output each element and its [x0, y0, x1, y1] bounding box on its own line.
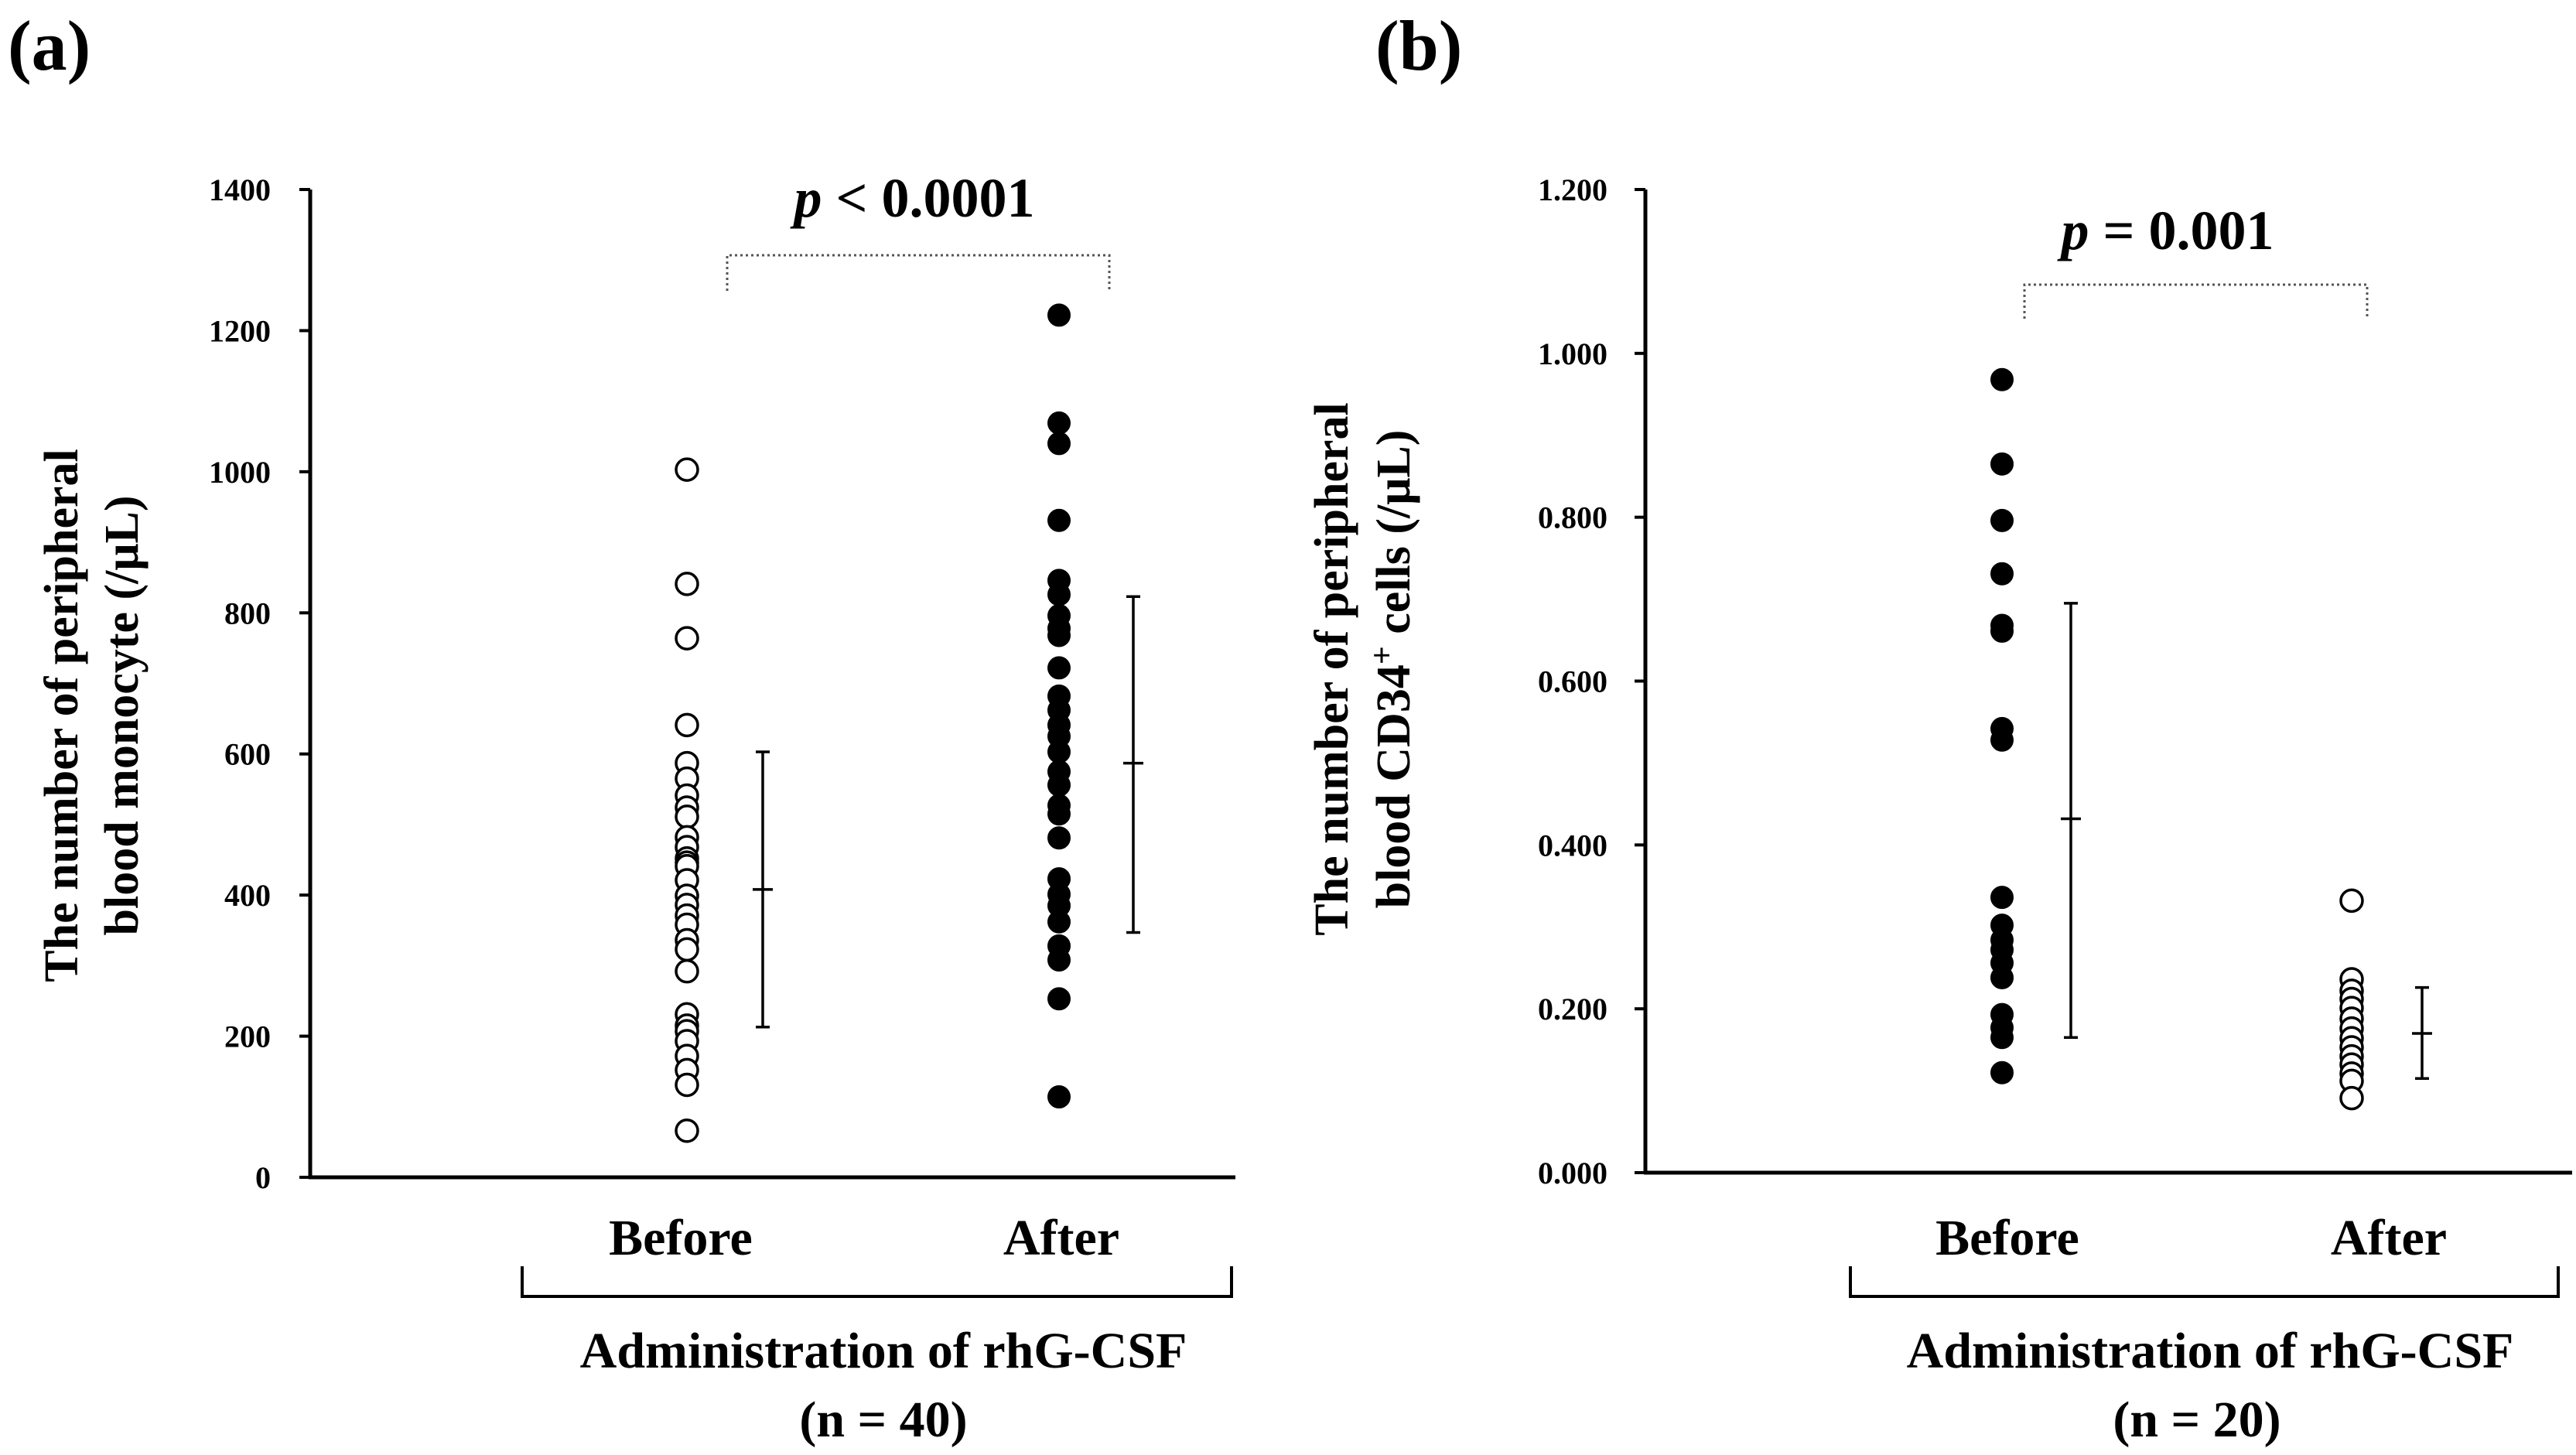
panel-a-n-label: (n = 40): [799, 1392, 967, 1448]
panel-a-y-tick-label: 1200: [209, 313, 271, 348]
panel-a-point-after: [1047, 948, 1071, 972]
panel-a-point-after: [1047, 508, 1071, 532]
panel-a-point-after: [1047, 773, 1071, 797]
panel-a-point-before: [675, 1072, 699, 1098]
panel-a-point-after: [1047, 739, 1071, 763]
panel-a-p-text: < 0.0001: [822, 167, 1034, 229]
panel-a-y-tick-label: 0: [255, 1160, 271, 1195]
panel-b-point-before: [1990, 728, 2014, 752]
panel-b-p-value: p = 0.001: [2056, 200, 2274, 261]
panel-b-point-after: [2339, 888, 2364, 914]
panel-a-point-before: [675, 804, 699, 829]
panel-a-point-after: [1047, 656, 1071, 680]
panel-a-points: [675, 303, 1071, 1143]
panel-b-point-before: [1990, 562, 2014, 586]
panel-a-point-after: [1047, 411, 1071, 435]
panel-a-significance-bracket: [726, 254, 1111, 291]
panel-b-point-before: [1990, 965, 2014, 989]
panel-a-point-before: [675, 626, 699, 651]
panel-b: (b) The number of peripheral blood CD34+…: [1306, 6, 2572, 1448]
panel-b-point-before: [1990, 508, 2014, 532]
panel-a-ylabel-line1: The number of peripheral: [36, 449, 88, 982]
panel-a: (a) The number of peripheral blood monoc…: [8, 6, 1235, 1448]
panel-a-point-after: [1047, 1085, 1071, 1109]
panel-b-y-ticks: 0.000 0.200 0.400 0.600 0.800 1.000 1.200: [1538, 172, 1645, 1190]
panel-a-point-before: [675, 572, 699, 596]
panel-b-significance-bracket: [2023, 283, 2369, 319]
panel-b-ylabel-superscript: +: [1365, 646, 1400, 664]
panel-b-category-after: After: [2331, 1210, 2447, 1266]
panel-a-ylabel-line2: blood monocyte (/μL): [96, 495, 149, 935]
panel-b-y-tick-label: 1.200: [1538, 172, 1607, 207]
panel-b-point-after: [2339, 1085, 2364, 1111]
panel-b-category-before: Before: [1935, 1210, 2079, 1266]
panel-b-ylabel-line1: The number of peripheral: [1306, 402, 1358, 935]
panel-a-label: (a): [8, 6, 91, 85]
panel-b-points: [1990, 367, 2364, 1111]
panel-b-ylabel-unit: cells (/μL): [1368, 430, 1420, 647]
panel-b-y-tick-label: 1.000: [1538, 336, 1607, 371]
panel-a-y-tick-label: 1000: [209, 455, 271, 490]
panel-b-ylabel-text: blood CD34: [1368, 664, 1420, 908]
panel-a-group-label: Administration of rhG-CSF: [580, 1323, 1187, 1379]
panel-a-y-tick-label: 1400: [209, 172, 271, 207]
panel-a-point-after: [1047, 987, 1071, 1011]
panel-a-point-after: [1047, 910, 1071, 934]
panel-a-category-before: Before: [609, 1210, 753, 1266]
panel-a-point-before: [675, 712, 699, 738]
panel-a-point-before: [675, 937, 699, 962]
panel-a-error-bars: [753, 595, 1143, 1029]
panel-b-label: (b): [1375, 6, 1462, 85]
panel-a-point-after: [1047, 623, 1071, 647]
panel-b-p-text: = 0.001: [2089, 200, 2274, 261]
panel-a-y-tick-label: 600: [224, 737, 271, 772]
panel-b-point-before: [1990, 367, 2014, 391]
panel-a-p-value: p < 0.0001: [789, 167, 1034, 229]
panel-b-error-bars: [2061, 602, 2432, 1080]
panel-a-y-tick-label: 400: [224, 878, 271, 913]
panel-b-point-before: [1990, 886, 2014, 910]
panel-b-group-bracket: [1849, 1266, 2560, 1298]
panel-a-point-after: [1047, 432, 1071, 456]
panel-a-point-after: [1047, 303, 1071, 327]
panel-b-point-before: [1990, 452, 2014, 476]
panel-b-point-before: [1990, 1026, 2014, 1050]
panel-a-y-tick-label: 800: [224, 596, 271, 630]
panel-a-point-after: [1047, 582, 1071, 606]
panel-b-y-tick-label: 0.400: [1538, 828, 1607, 862]
panel-b-group-label: Administration of rhG-CSF: [1907, 1323, 2514, 1379]
panel-a-y-tick-label: 200: [224, 1020, 271, 1054]
panel-b-ylabel-line2: blood CD34+ cells (/μL): [1365, 430, 1420, 909]
panel-a-point-after: [1047, 826, 1071, 850]
panel-a-p-symbol: p: [789, 167, 822, 229]
panel-a-point-before: [675, 1119, 699, 1143]
panel-a-point-after: [1047, 802, 1071, 826]
panel-a-y-ticks: 0 200 400 600 800 1000 1200 1400: [209, 172, 310, 1195]
panel-a-group-bracket: [521, 1266, 1233, 1298]
panel-a-point-before: [675, 958, 699, 984]
panel-b-y-tick-label: 0.200: [1538, 992, 1607, 1026]
panel-b-y-tick-label: 0.600: [1538, 664, 1607, 699]
panel-b-point-before: [1990, 619, 2014, 643]
panel-b-point-before: [1990, 1061, 2014, 1084]
panel-b-y-tick-label: 0.000: [1538, 1156, 1607, 1190]
panel-a-point-before: [675, 457, 699, 482]
panel-b-y-tick-label: 0.800: [1538, 500, 1607, 535]
panel-a-category-after: After: [1003, 1210, 1119, 1266]
panel-b-p-symbol: p: [2056, 200, 2089, 261]
panel-b-n-label: (n = 20): [2113, 1392, 2280, 1448]
